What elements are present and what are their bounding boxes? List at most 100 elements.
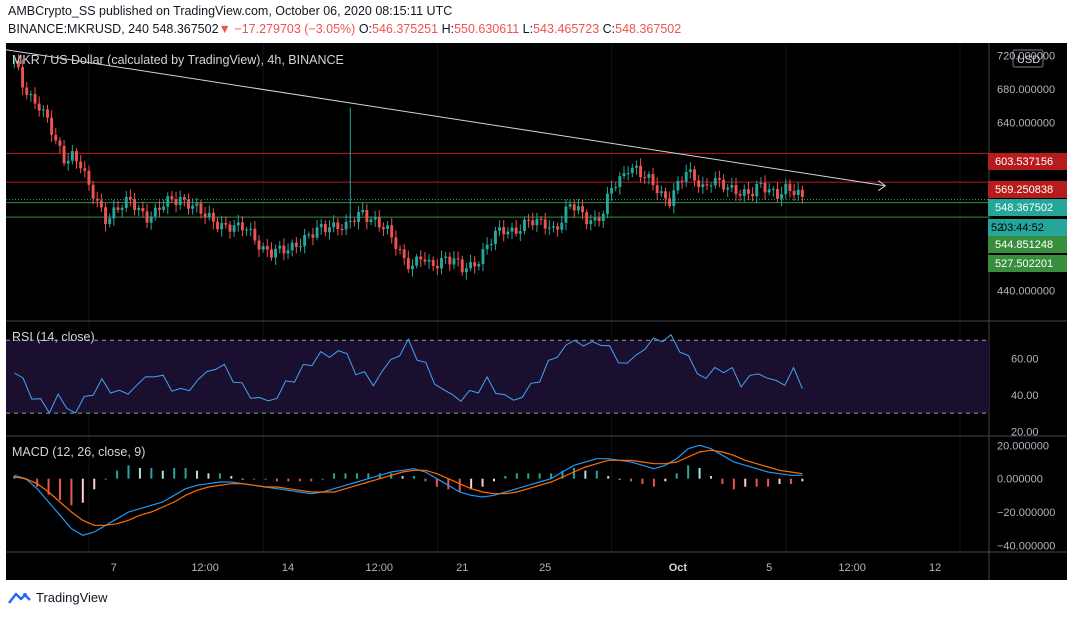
macd-histogram-bar [173, 468, 176, 479]
candle-body [182, 196, 186, 200]
macd-histogram-bar [801, 478, 804, 482]
candle-body [655, 185, 659, 194]
candle-body [108, 218, 112, 225]
candle-body [29, 94, 33, 96]
candle-body [672, 190, 676, 206]
chart-svg[interactable]: MKR / US Dollar (calculated by TradingVi… [6, 43, 1067, 580]
macd-histogram-bar [527, 473, 530, 479]
price-label: 603.537156 [995, 156, 1053, 168]
candle-body [473, 262, 477, 267]
rsi-band-fill [6, 340, 989, 414]
candle-body [610, 188, 614, 194]
candle-body [440, 258, 443, 269]
candle-body [489, 243, 493, 245]
macd-histogram-bar [161, 470, 164, 479]
candle-body [58, 140, 62, 146]
rsi-y-tick: 20.00 [1011, 426, 1039, 438]
macd-histogram-bar [344, 473, 347, 479]
candle-body [684, 171, 688, 182]
candle-body [634, 165, 638, 168]
macd-histogram-bar [413, 476, 416, 479]
tradingview-brand: TradingView [36, 590, 108, 605]
candle-body [800, 189, 804, 197]
candle-body [547, 227, 551, 229]
candle-body [763, 182, 767, 193]
candle-body [792, 190, 796, 196]
candle-body [133, 198, 137, 211]
candle-body [680, 180, 684, 182]
price-label: 527.502201 [995, 258, 1053, 270]
candle-body [315, 227, 319, 238]
candle-body [50, 117, 54, 135]
candle-body [224, 223, 228, 225]
macd-histogram-bar [70, 478, 73, 506]
candle-body [518, 231, 522, 234]
candle-body [705, 184, 709, 186]
candle-body [79, 161, 83, 169]
candle-body [373, 217, 377, 220]
candle-body [464, 268, 468, 273]
macd-histogram-bar [767, 478, 770, 487]
x-axis-tick: Oct [669, 562, 688, 574]
candle-body [220, 223, 224, 230]
candle-body [581, 206, 584, 213]
macd-histogram-bar [778, 478, 781, 484]
tradingview-footer[interactable]: TradingView [8, 590, 108, 605]
symbol: BINANCE:MKRUSD, 240 [8, 22, 150, 36]
candle-body [568, 204, 572, 207]
candle-body [232, 225, 236, 232]
candle-body [245, 229, 249, 231]
candle-body [738, 194, 742, 196]
macd-histogram-bar [447, 478, 450, 490]
candle-body [386, 225, 390, 230]
candle-body [87, 170, 91, 185]
macd-histogram-bar [641, 478, 644, 484]
macd-histogram-bar [355, 473, 358, 479]
candle-body [556, 226, 560, 230]
macd-histogram-bar [333, 473, 336, 479]
candle-body [527, 219, 531, 221]
macd-histogram-bar [618, 478, 621, 480]
macd-histogram-bar [275, 478, 278, 482]
macd-histogram-bar [664, 478, 667, 482]
candle-body [431, 259, 435, 266]
low-value: 543.465723 [533, 22, 600, 36]
trendline [6, 49, 886, 187]
close-label: C: [602, 22, 616, 36]
macd-histogram-bar [367, 473, 370, 479]
macd-histogram-bar [515, 473, 518, 479]
candle-body [552, 226, 555, 228]
candle-body [697, 180, 701, 188]
macd-histogram-bar [207, 473, 210, 479]
candle-body [730, 184, 734, 188]
macd-histogram-bar [116, 470, 119, 479]
candle-body [788, 183, 792, 191]
macd-histogram-bar [755, 478, 758, 487]
candle-body [282, 245, 286, 254]
macd-y-tick: 0.000000 [997, 474, 1043, 486]
candle-body [257, 240, 261, 250]
candle-body [411, 265, 414, 270]
candle-body [589, 220, 593, 225]
macd-histogram-bar [744, 478, 747, 487]
candle-body [158, 207, 161, 210]
price-label-bg [988, 255, 1067, 272]
candle-body [398, 248, 402, 250]
macd-histogram-bar [218, 473, 221, 479]
candle-body [137, 208, 141, 211]
macd-histogram-bar [561, 470, 564, 479]
candle-body [162, 206, 166, 210]
candle-body [618, 176, 622, 188]
currency-box [1012, 49, 1044, 68]
candle-body [352, 220, 356, 222]
candle-body [323, 224, 327, 233]
candle-body [506, 231, 510, 235]
candle-body [780, 194, 784, 199]
last-price: 548.367502 [152, 22, 219, 36]
price-y-tick: 440.000000 [997, 286, 1055, 298]
candle-body [265, 246, 269, 250]
price-label-bg [988, 181, 1067, 198]
candle-body [249, 228, 253, 230]
chart-area[interactable]: MKR / US Dollar (calculated by TradingVi… [6, 43, 1067, 580]
candle-body [369, 219, 373, 222]
